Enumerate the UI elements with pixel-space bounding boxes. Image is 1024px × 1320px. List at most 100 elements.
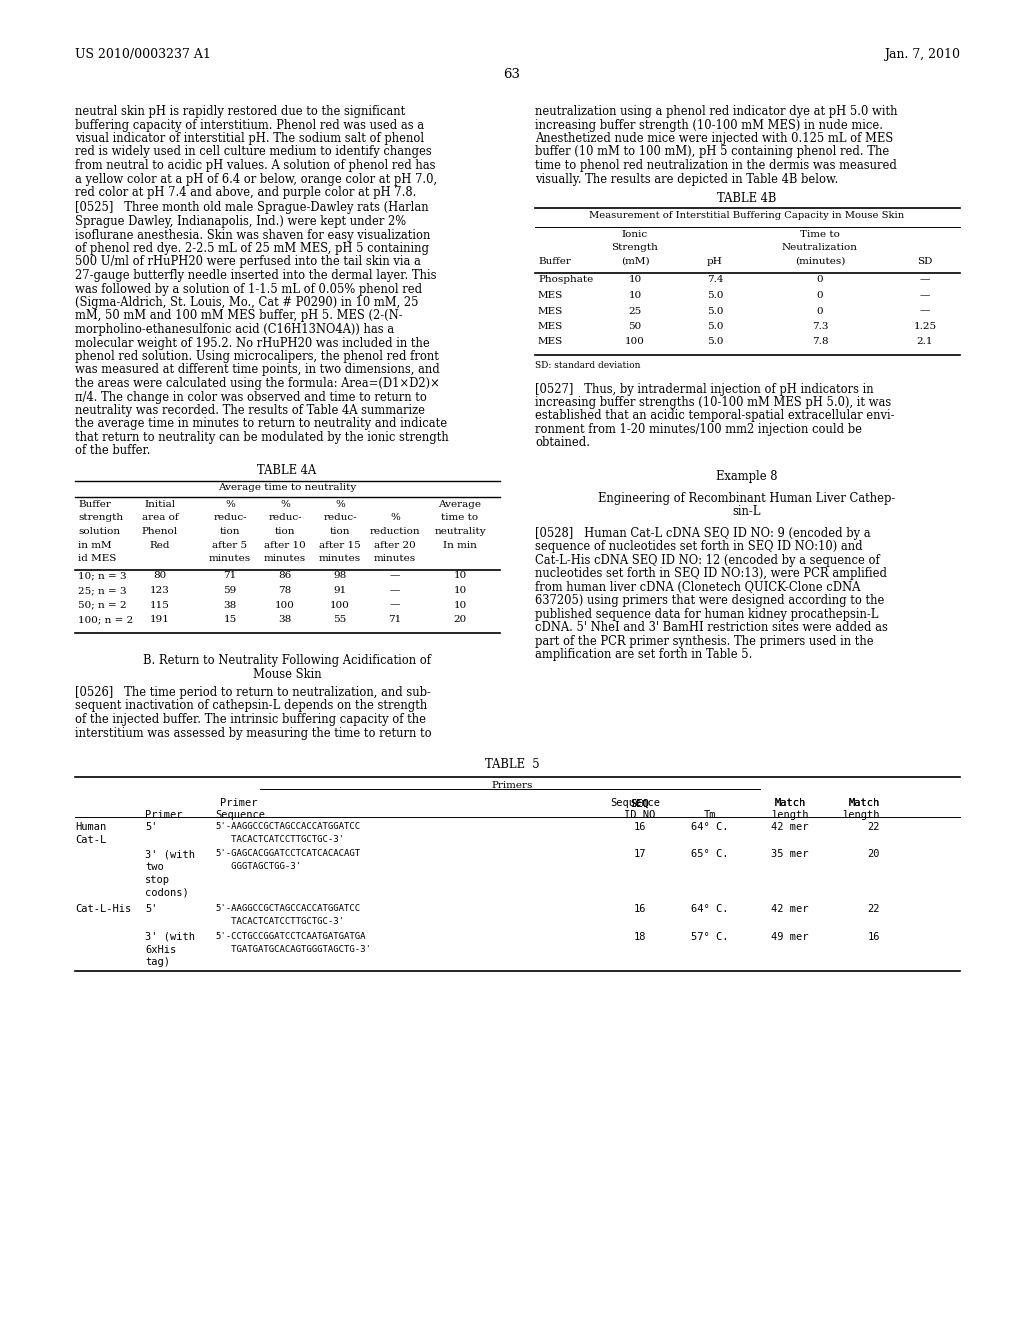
Text: 25; n = 3: 25; n = 3 xyxy=(78,586,127,595)
Text: Example 8: Example 8 xyxy=(716,470,778,483)
Text: Ionic: Ionic xyxy=(622,230,648,239)
Text: 0: 0 xyxy=(817,276,823,285)
Text: Match: Match xyxy=(849,799,880,808)
Text: area of: area of xyxy=(141,513,178,523)
Text: after 20: after 20 xyxy=(374,540,416,549)
Text: the average time in minutes to return to neutrality and indicate: the average time in minutes to return to… xyxy=(75,417,447,430)
Text: 5'-CCTGCCGGATCCTCAATGATGATGA: 5'-CCTGCCGGATCCTCAATGATGATGA xyxy=(215,932,366,941)
Text: TACACTCATCCTTGCTGC-3': TACACTCATCCTTGCTGC-3' xyxy=(215,917,344,925)
Text: —: — xyxy=(920,290,930,300)
Text: In min: In min xyxy=(443,540,477,549)
Text: 91: 91 xyxy=(334,586,347,595)
Text: 10: 10 xyxy=(454,572,467,581)
Text: 10: 10 xyxy=(629,290,642,300)
Text: increasing buffer strength (10-100 mM MES) in nude mice.: increasing buffer strength (10-100 mM ME… xyxy=(535,119,883,132)
Text: 100: 100 xyxy=(330,601,350,610)
Text: codons): codons) xyxy=(145,888,188,898)
Text: TACACTCATCCTTGCTGC-3': TACACTCATCCTTGCTGC-3' xyxy=(215,834,344,843)
Text: Initial: Initial xyxy=(144,500,175,510)
Text: 5'-AAGGCCGCTAGCCACCATGGATCC: 5'-AAGGCCGCTAGCCACCATGGATCC xyxy=(215,822,360,830)
Text: buffering capacity of interstitium. Phenol red was used as a: buffering capacity of interstitium. Phen… xyxy=(75,119,424,132)
Text: visual indicator of interstitial pH. The sodium salt of phenol: visual indicator of interstitial pH. The… xyxy=(75,132,424,145)
Text: 100: 100 xyxy=(625,338,645,346)
Text: a yellow color at a pH of 6.4 or below, orange color at pH 7.0,: a yellow color at a pH of 6.4 or below, … xyxy=(75,173,437,186)
Text: 5'-GAGCACGGATCCTCATCACACAGT: 5'-GAGCACGGATCCTCATCACACAGT xyxy=(215,849,360,858)
Text: 35 mer: 35 mer xyxy=(771,849,809,859)
Text: 7.4: 7.4 xyxy=(707,276,723,285)
Text: molecular weight of 195.2. No rHuPH20 was included in the: molecular weight of 195.2. No rHuPH20 wa… xyxy=(75,337,430,350)
Text: 16: 16 xyxy=(634,822,646,832)
Text: after 10: after 10 xyxy=(264,540,306,549)
Text: TGATGATGCACAGTGGGTAGCTG-3': TGATGATGCACAGTGGGTAGCTG-3' xyxy=(215,945,371,953)
Text: Match: Match xyxy=(849,799,880,808)
Text: 5'-AAGGCCGCTAGCCACCATGGATCC: 5'-AAGGCCGCTAGCCACCATGGATCC xyxy=(215,904,360,913)
Text: 5.0: 5.0 xyxy=(707,290,723,300)
Text: stop: stop xyxy=(145,875,170,884)
Text: Buffer: Buffer xyxy=(538,257,570,267)
Text: pH: pH xyxy=(708,257,723,267)
Text: established that an acidic temporal-spatial extracellular envi-: established that an acidic temporal-spat… xyxy=(535,409,895,422)
Text: reduc-: reduc- xyxy=(268,513,302,523)
Text: tag): tag) xyxy=(145,957,170,968)
Text: published sequence data for human kidney procathepsin-L: published sequence data for human kidney… xyxy=(535,607,879,620)
Text: Sprague Dawley, Indianapolis, Ind.) were kept under 2%: Sprague Dawley, Indianapolis, Ind.) were… xyxy=(75,215,407,228)
Text: Cat-L-His cDNA SEQ ID NO: 12 (encoded by a sequence of: Cat-L-His cDNA SEQ ID NO: 12 (encoded by… xyxy=(535,554,880,566)
Text: minutes: minutes xyxy=(264,554,306,564)
Text: Tm: Tm xyxy=(703,810,716,820)
Text: 59: 59 xyxy=(223,586,237,595)
Text: SEQ: SEQ xyxy=(631,799,649,808)
Text: TABLE 4A: TABLE 4A xyxy=(257,465,316,477)
Text: of the injected buffer. The intrinsic buffering capacity of the: of the injected buffer. The intrinsic bu… xyxy=(75,713,426,726)
Text: of the buffer.: of the buffer. xyxy=(75,445,151,458)
Text: 1.25: 1.25 xyxy=(913,322,937,331)
Text: SEQ: SEQ xyxy=(631,799,649,808)
Text: MES: MES xyxy=(538,338,563,346)
Text: MES: MES xyxy=(538,306,563,315)
Text: 637205) using primers that were designed according to the: 637205) using primers that were designed… xyxy=(535,594,885,607)
Text: ronment from 1-20 minutes/100 mm2 injection could be: ronment from 1-20 minutes/100 mm2 inject… xyxy=(535,422,862,436)
Text: reduc-: reduc- xyxy=(213,513,247,523)
Text: Match: Match xyxy=(774,799,806,808)
Text: US 2010/0003237 A1: US 2010/0003237 A1 xyxy=(75,48,211,61)
Text: SD: SD xyxy=(918,257,933,267)
Text: 5.0: 5.0 xyxy=(707,322,723,331)
Text: 50: 50 xyxy=(629,322,642,331)
Text: 50; n = 2: 50; n = 2 xyxy=(78,601,127,610)
Text: 42 mer: 42 mer xyxy=(771,822,809,832)
Text: Neutralization: Neutralization xyxy=(782,243,858,252)
Text: (mM): (mM) xyxy=(621,257,649,267)
Text: strength: strength xyxy=(78,513,123,523)
Text: neutrality: neutrality xyxy=(434,527,485,536)
Text: 64° C.: 64° C. xyxy=(691,822,729,832)
Text: morpholino-ethanesulfonic acid (C16H13NO4A)) has a: morpholino-ethanesulfonic acid (C16H13NO… xyxy=(75,323,394,337)
Text: 10; n = 3: 10; n = 3 xyxy=(78,572,127,581)
Text: Primer: Primer xyxy=(220,799,257,808)
Text: id MES: id MES xyxy=(78,554,117,564)
Text: 64° C.: 64° C. xyxy=(691,904,729,913)
Text: 7.3: 7.3 xyxy=(812,322,828,331)
Text: minutes: minutes xyxy=(209,554,251,564)
Text: sin-L: sin-L xyxy=(733,506,761,519)
Text: 3' (with: 3' (with xyxy=(145,849,195,859)
Text: —: — xyxy=(390,586,400,595)
Text: [0526]   The time period to return to neutralization, and sub-: [0526] The time period to return to neut… xyxy=(75,686,431,700)
Text: —: — xyxy=(920,306,930,315)
Text: 16: 16 xyxy=(867,932,880,941)
Text: reduction: reduction xyxy=(370,527,420,536)
Text: the areas were calculated using the formula: Area=(D1×D2)×: the areas were calculated using the form… xyxy=(75,378,439,389)
Text: MES: MES xyxy=(538,290,563,300)
Text: 123: 123 xyxy=(151,586,170,595)
Text: neutrality was recorded. The results of Table 4A summarize: neutrality was recorded. The results of … xyxy=(75,404,425,417)
Text: tion: tion xyxy=(220,527,241,536)
Text: 115: 115 xyxy=(151,601,170,610)
Text: TABLE  5: TABLE 5 xyxy=(484,759,540,771)
Text: 10: 10 xyxy=(454,586,467,595)
Text: (minutes): (minutes) xyxy=(795,257,845,267)
Text: after 15: after 15 xyxy=(319,540,360,549)
Text: 5': 5' xyxy=(145,904,158,913)
Text: 0: 0 xyxy=(817,306,823,315)
Text: 20: 20 xyxy=(867,849,880,859)
Text: obtained.: obtained. xyxy=(535,437,590,450)
Text: from neutral to acidic pH values. A solution of phenol red has: from neutral to acidic pH values. A solu… xyxy=(75,158,435,172)
Text: in mM: in mM xyxy=(78,540,112,549)
